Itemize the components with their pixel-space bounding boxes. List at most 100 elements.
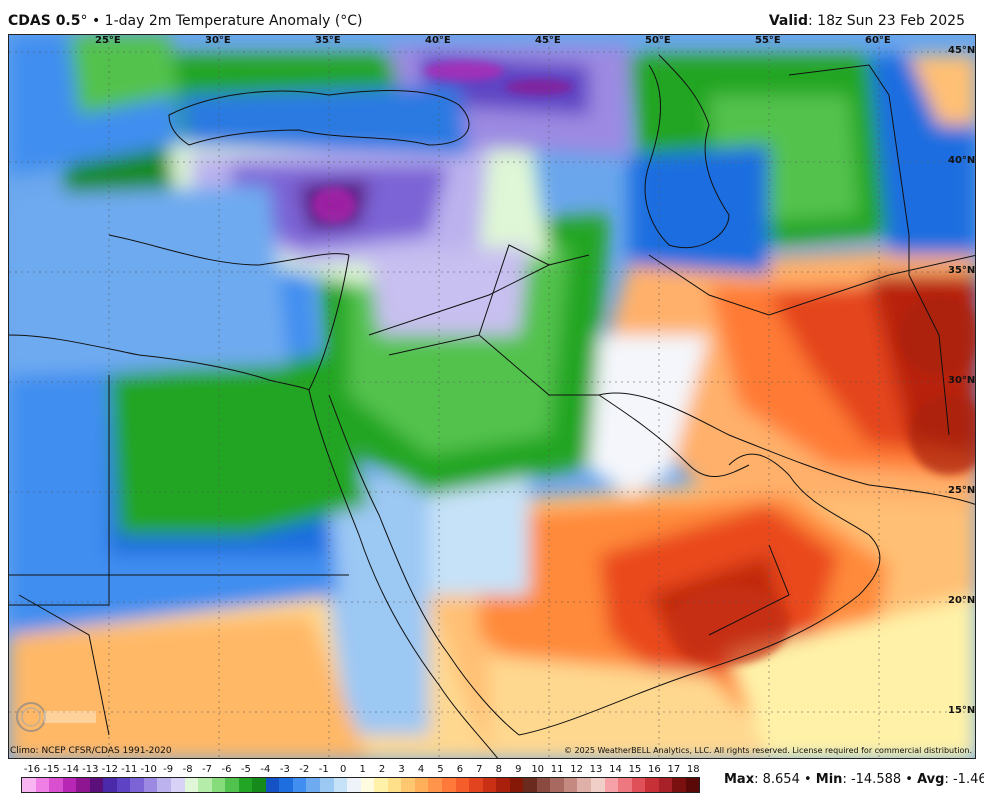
colorbar-tick-label: 13 xyxy=(589,764,603,775)
colorbar-swatch xyxy=(604,778,619,792)
title-separator: • xyxy=(87,13,105,29)
colorbar-tick-label: -10 xyxy=(140,764,157,775)
lat-label: 45°N xyxy=(948,45,976,56)
colorbar-swatch xyxy=(590,778,605,792)
colorbar-swatch xyxy=(320,778,334,792)
colorbar-tick-label: 3 xyxy=(398,764,405,775)
colorbar-tick-label: 11 xyxy=(550,764,564,775)
colorbar-tick-label: -12 xyxy=(101,764,118,775)
colorbar-tick-label: 2 xyxy=(378,764,386,775)
valid-value: : 18z Sun 23 Feb 2025 xyxy=(808,13,965,29)
colorbar-swatch xyxy=(631,778,646,792)
colorbar-tick-label: 9 xyxy=(515,764,522,775)
colorbar-tick-label: 8 xyxy=(495,764,502,775)
colorbar-tick-label: -13 xyxy=(82,764,99,775)
colorbar-tick-label: -3 xyxy=(279,764,290,775)
avg-value: : -1.463 xyxy=(944,772,984,787)
lon-label: 60°E xyxy=(865,35,891,46)
colorbar-swatch xyxy=(225,778,239,792)
colorbar-swatch xyxy=(482,778,497,792)
lat-label: 30°N xyxy=(948,375,976,386)
lon-label: 25°E xyxy=(95,35,121,46)
colorbar-swatch xyxy=(35,778,50,792)
colorbar-swatch xyxy=(645,778,659,792)
colorbar-swatch xyxy=(536,778,551,792)
colorbar-swatch xyxy=(428,778,442,792)
colorbar-tick-label: 10 xyxy=(531,764,545,775)
colorbar-swatch xyxy=(414,778,429,792)
lat-label: 20°N xyxy=(948,595,976,606)
colorbar-tick-label: -16 xyxy=(23,764,41,775)
colorbar-tick-label: 0 xyxy=(340,764,347,775)
colorbar-swatch xyxy=(89,778,104,792)
colorbar-swatch xyxy=(658,778,673,792)
colorbar-tick-label: -4 xyxy=(260,764,271,775)
colorbar-swatch xyxy=(211,778,226,792)
colorbar-swatch xyxy=(441,778,456,792)
model-name: CDAS 0.5 xyxy=(8,13,81,29)
colorbar-tick-label: -5 xyxy=(240,764,251,775)
lat-label: 15°N xyxy=(948,705,976,716)
colorbar-tick-label: -1 xyxy=(318,764,329,775)
colorbar-swatch xyxy=(198,778,212,792)
colorbar-swatch xyxy=(401,778,415,792)
colorbar-swatch xyxy=(374,778,388,792)
colorbar-swatch xyxy=(672,778,686,792)
colorbar-swatch xyxy=(252,778,266,792)
colorbar-tick-label: 5 xyxy=(437,764,444,775)
colorbar-tick-label: 14 xyxy=(609,764,622,775)
lon-label: 30°E xyxy=(205,35,231,46)
min-value: : -14.588 xyxy=(842,772,902,787)
colorbar-tick-label: 12 xyxy=(570,764,583,775)
colorbar-swatch xyxy=(143,778,158,792)
colorbar-tick-label: -11 xyxy=(121,764,138,775)
stats-separator: • xyxy=(799,772,816,787)
lat-label: 40°N xyxy=(948,155,976,166)
colorbar-tick-label: 7 xyxy=(476,764,483,775)
colorbar-swatch xyxy=(130,778,144,792)
lon-label: 45°E xyxy=(535,35,561,46)
copyright-credit: © 2025 WeatherBELL Analytics, LLC. All r… xyxy=(564,746,972,755)
colorbar-tick-label: -8 xyxy=(182,764,193,775)
colorbar-swatch xyxy=(509,778,524,792)
colorbar-swatch xyxy=(469,778,483,792)
climo-credit: Climo: NCEP CFSR/CDAS 1991-2020 xyxy=(10,746,172,756)
colorbar-tick-label: -15 xyxy=(43,764,60,775)
lat-label: 25°N xyxy=(948,485,976,496)
colorbar-swatch xyxy=(577,778,591,792)
colorbar-tick-label: 1 xyxy=(359,764,366,775)
colorbar-tick-label: 18 xyxy=(686,764,700,775)
avg-label: Avg xyxy=(917,772,945,787)
colorbar-swatch xyxy=(49,778,63,792)
product-name: 1-day 2m Temperature Anomaly (°C) xyxy=(104,13,363,29)
lon-label: 40°E xyxy=(425,35,451,46)
lon-label: 55°E xyxy=(755,35,781,46)
colorbar-tick-label: 4 xyxy=(417,764,425,775)
colorbar-swatch xyxy=(22,778,36,792)
colorbar-swatch xyxy=(523,778,537,792)
max-label: Max xyxy=(724,772,755,787)
colorbar-swatch xyxy=(496,778,510,792)
valid-time: Valid: 18z Sun 23 Feb 2025 xyxy=(769,12,965,30)
colorbar-swatch xyxy=(184,778,199,792)
weatherbell-logo-icon xyxy=(16,702,96,732)
lat-label: 35°N xyxy=(948,265,976,276)
lon-label: 50°E xyxy=(645,35,671,46)
colorbar-swatch xyxy=(306,778,321,792)
colorbar-tick-label: 15 xyxy=(628,764,642,775)
colorbar xyxy=(21,777,700,793)
anomaly-field xyxy=(9,35,975,758)
colorbar-swatch xyxy=(292,778,307,792)
colorbar-tick-label: -7 xyxy=(202,764,213,775)
degree-symbol: ° xyxy=(80,13,88,29)
colorbar-swatch xyxy=(279,778,293,792)
anomaly-map[interactable] xyxy=(8,34,976,759)
colorbar-swatch xyxy=(76,778,90,792)
min-label: Min xyxy=(815,772,843,787)
colorbar-swatch xyxy=(563,778,578,792)
colorbar-tick-label: -9 xyxy=(163,764,174,775)
colorbar-swatch xyxy=(360,778,375,792)
colorbar-swatch xyxy=(455,778,470,792)
colorbar-swatch xyxy=(618,778,632,792)
field-stats: Max: 8.654 • Min: -14.588 • Avg: -1.463 xyxy=(724,772,984,787)
